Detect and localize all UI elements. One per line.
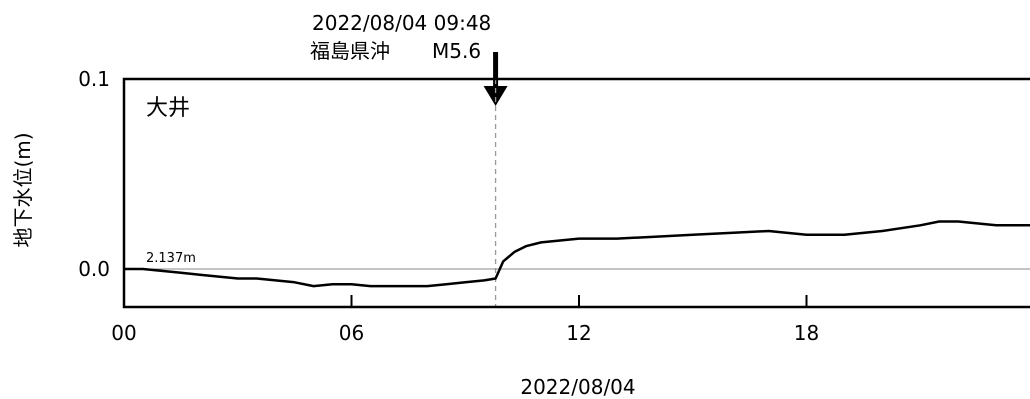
- x-tick-label: 00: [111, 321, 136, 345]
- event-magnitude-label: M5.6: [432, 39, 481, 63]
- baseline-value-label: 2.137m: [146, 251, 196, 266]
- x-tick-label: 12: [566, 321, 591, 345]
- station-name: 大井: [146, 96, 190, 121]
- y-tick-label: 0.1: [78, 67, 110, 91]
- y-tick-label: 0.0: [78, 257, 110, 281]
- event-arrow-icon: [483, 52, 508, 106]
- x-tick-label: 18: [794, 321, 819, 345]
- x-tick-label: 06: [339, 321, 364, 345]
- y-axis: 0.1 0.0: [78, 67, 136, 281]
- x-axis-title: 2022/08/04: [520, 375, 635, 399]
- y-axis-title: 地下水位(m): [11, 132, 35, 247]
- plot-frame: [122, 77, 1030, 309]
- series-line: [124, 220, 1030, 288]
- x-axis: 00 06 12 18: [111, 295, 819, 345]
- event-name-label: 福島県沖: [310, 39, 390, 63]
- event-time-label: 2022/08/04 09:48: [312, 11, 491, 35]
